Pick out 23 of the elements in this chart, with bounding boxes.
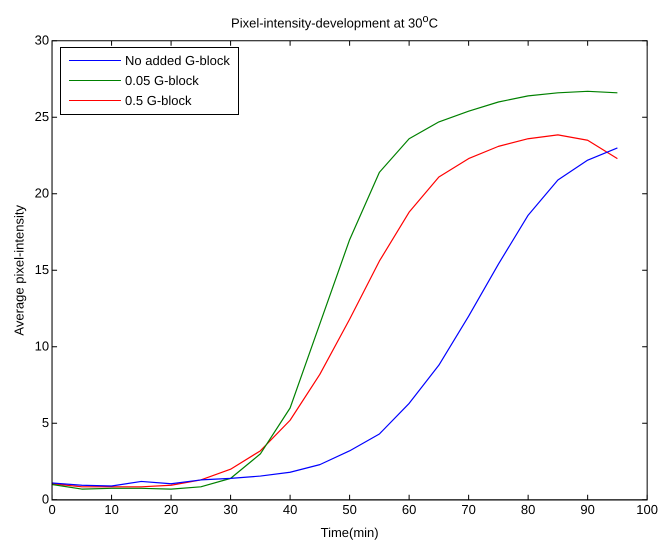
x-tick-label: 60 xyxy=(402,502,416,518)
y-tick-label: 15 xyxy=(34,262,50,277)
y-tick-label: 30 xyxy=(34,32,50,48)
x-tick-label: 90 xyxy=(580,502,595,518)
x-tick-label: 10 xyxy=(104,502,119,518)
y-tick-label: 25 xyxy=(34,108,50,124)
x-tick-label: 40 xyxy=(282,502,298,518)
y-tick-label: 20 xyxy=(34,185,50,200)
chart-title: Pixel-intensity-development at 30$^{o}$C xyxy=(230,12,439,30)
x-tick-label: 20 xyxy=(164,502,178,518)
x-tick-label: 80 xyxy=(520,502,536,518)
x-tick-label: 50 xyxy=(342,502,357,518)
y-tick-label: 0 xyxy=(42,491,50,506)
y-tick-label: 10 xyxy=(34,338,50,354)
x-tick-label: 100 xyxy=(636,502,658,518)
x-axis-title: Time(min) xyxy=(320,524,379,540)
legend-label: 0.05 G-block xyxy=(125,73,199,88)
y-axis-title: Average pixel-intensity xyxy=(11,204,26,336)
y-tick-label: 5 xyxy=(42,414,50,430)
x-tick-label: 30 xyxy=(223,502,238,518)
legend-label: No added G-block xyxy=(125,53,230,68)
x-tick-label: 70 xyxy=(461,502,476,518)
legend-label: 0.5 G-block xyxy=(125,93,192,108)
